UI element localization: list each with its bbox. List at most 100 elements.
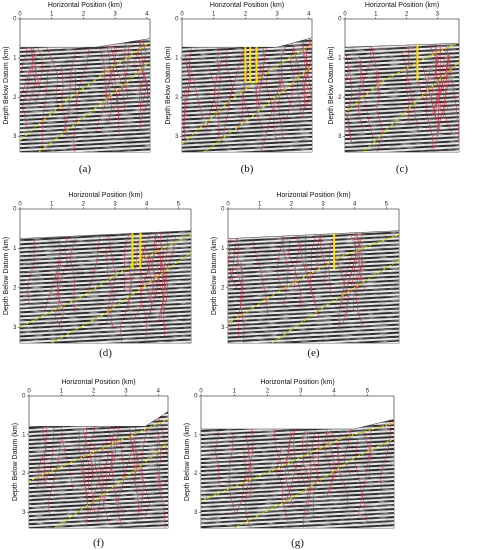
fault-line xyxy=(286,47,294,121)
fault-line xyxy=(252,54,264,130)
y-tick-label: 0 xyxy=(13,207,17,213)
fault-line xyxy=(47,440,61,517)
x-axis-label: Horizontal Position (km) xyxy=(365,2,439,9)
y-tick-label: 3 xyxy=(22,510,26,516)
fault-line xyxy=(182,55,191,126)
fault-lines xyxy=(26,230,176,343)
x-axis-label: Horizontal Position (km) xyxy=(260,379,334,386)
fault-line xyxy=(339,233,356,308)
fault-line xyxy=(236,64,249,132)
seismic-image xyxy=(201,419,394,528)
fault-line xyxy=(95,68,114,133)
x-tick-label: 4 xyxy=(353,202,357,208)
fault-line xyxy=(401,50,419,133)
fault-line xyxy=(346,230,357,288)
x-tick-label: 2 xyxy=(290,202,294,208)
x-tick-label: 4 xyxy=(145,12,149,18)
y-axis-label: Depth Below Datum (km) xyxy=(12,423,19,501)
y-tick-label: 0 xyxy=(221,207,225,213)
fault-line xyxy=(357,62,364,130)
fault-line xyxy=(277,68,284,138)
y-tick-label: 0 xyxy=(22,394,26,400)
fault-line xyxy=(120,260,132,343)
fault-line xyxy=(345,52,353,144)
fault-line xyxy=(239,261,245,343)
x-axis-label: Horizontal Position (km) xyxy=(276,192,350,199)
panel-caption: (b) xyxy=(241,163,254,175)
panel-caption: (a) xyxy=(79,163,92,175)
x-tick-label: 5 xyxy=(366,389,370,395)
fault-line xyxy=(133,48,142,121)
fault-line xyxy=(304,37,312,109)
fault-line xyxy=(228,434,236,515)
fault-line xyxy=(376,70,384,152)
fault-line xyxy=(355,256,364,328)
fault-line xyxy=(310,230,326,280)
fault-line xyxy=(323,428,334,496)
horizon-line xyxy=(54,442,168,528)
fault-line xyxy=(359,43,372,97)
fault-line xyxy=(447,57,459,143)
fault-line xyxy=(241,419,254,489)
x-tick-label: 2 xyxy=(405,12,409,18)
fault-line xyxy=(335,256,349,325)
fault-line xyxy=(20,67,31,144)
surface-line xyxy=(201,419,395,430)
seismic-image xyxy=(20,230,191,343)
x-tick-label: 4 xyxy=(157,389,161,395)
seismic-panel-e: 0 1 2 3 4 5 0 1 2 3 Horizontal Position (km) Depth … xyxy=(211,192,400,359)
fault-line xyxy=(285,419,302,474)
horizon-line xyxy=(51,251,191,343)
y-tick-label: 2 xyxy=(22,471,26,477)
fault-line xyxy=(273,67,283,142)
y-axis-label: Depth Below Datum (km) xyxy=(211,237,218,315)
fault-line xyxy=(214,38,221,118)
y-tick-label: 0 xyxy=(13,17,17,23)
panel-caption: (c) xyxy=(396,163,409,175)
x-tick-label: 0 xyxy=(199,389,203,395)
fault-line xyxy=(338,254,353,329)
horizon-line xyxy=(20,41,150,141)
y-tick-label: 3 xyxy=(221,325,225,331)
x-tick-label: 0 xyxy=(27,389,31,395)
fault-line xyxy=(343,419,355,475)
horizon-line xyxy=(363,61,459,152)
y-tick-label: 0 xyxy=(194,394,198,400)
seismic-panel-b: 0 1 2 3 4 0 1 2 3 Horizontal Position (km) Depth B… xyxy=(165,2,313,175)
fault-line xyxy=(117,440,126,514)
surface-line xyxy=(182,37,313,48)
x-tick-label: 1 xyxy=(212,12,216,18)
y-axis-label: Depth Below Datum (km) xyxy=(3,46,10,124)
fault-line xyxy=(280,42,294,111)
fault-line xyxy=(287,230,300,291)
fault-line xyxy=(434,50,442,118)
fault-line xyxy=(123,230,135,291)
x-tick-label: 0 xyxy=(18,12,22,18)
horizon-line xyxy=(38,61,150,152)
fault-line xyxy=(313,434,319,518)
fault-line xyxy=(328,230,340,295)
y-tick-label: 3 xyxy=(13,134,17,140)
fault-line xyxy=(106,249,115,328)
fault-line xyxy=(292,419,301,488)
fault-line xyxy=(379,419,392,490)
fault-line xyxy=(112,44,129,112)
seismic-panel-g: 0 1 2 3 4 5 0 1 2 3 Horizontal Position (km) Depth … xyxy=(184,379,395,549)
fault-line xyxy=(250,230,269,315)
fault-line xyxy=(155,411,168,485)
x-tick-label: 1 xyxy=(258,202,262,208)
fault-lines xyxy=(182,37,312,152)
fault-line xyxy=(73,70,78,152)
fault-line xyxy=(301,425,312,513)
x-tick-label: 1 xyxy=(60,389,64,395)
fault-line xyxy=(204,59,222,132)
fault-line xyxy=(431,50,447,117)
x-tick-label: 4 xyxy=(307,12,311,18)
seismic-panel-f: 0 1 2 3 4 0 1 2 3 Horizontal Position (km) Depth B… xyxy=(12,379,169,549)
fault-line xyxy=(283,232,289,308)
x-tick-label: 4 xyxy=(332,389,336,395)
fault-line xyxy=(273,422,282,478)
horizon-line xyxy=(271,259,399,343)
horizon-line xyxy=(182,43,312,145)
seismic-panel-a: 0 1 2 3 4 0 1 2 3 Horizontal Position (km) Depth B… xyxy=(3,2,151,175)
